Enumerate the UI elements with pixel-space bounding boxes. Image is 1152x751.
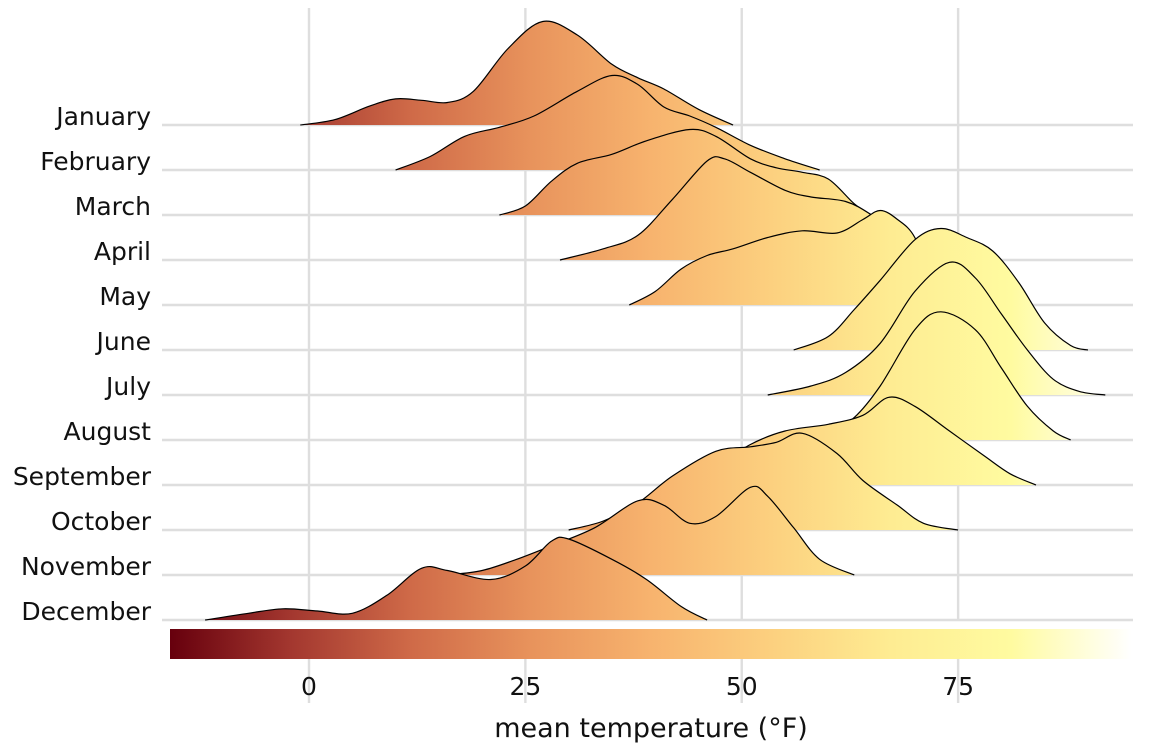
- ridge-december: [205, 536, 708, 621]
- ridge-line-june: [793, 227, 1089, 351]
- ridge-line-march: [499, 128, 872, 216]
- y-label-april: April: [94, 237, 151, 266]
- x-tick-label-75: 75: [942, 672, 974, 701]
- ridge-line-november: [447, 485, 855, 576]
- ridge-fill-december: [205, 537, 708, 620]
- y-label-may: May: [99, 282, 151, 311]
- y-label-september: September: [13, 462, 152, 491]
- ridge-line-january: [300, 20, 734, 126]
- ridge-fill-august: [793, 311, 1071, 440]
- x-axis-title: mean temperature (°F): [494, 713, 808, 744]
- y-label-august: August: [64, 417, 152, 446]
- y-label-june: June: [95, 327, 151, 356]
- ridge-line-september: [689, 396, 1037, 486]
- y-label-march: March: [75, 192, 151, 221]
- y-axis-labels: January February March April May June July Augu…: [13, 102, 152, 626]
- ridge-line-february: [395, 74, 820, 171]
- ridge-may: [628, 209, 950, 306]
- y-label-january: January: [54, 102, 151, 131]
- y-label-october: October: [51, 507, 152, 536]
- y-label-december: December: [21, 597, 151, 626]
- ridge-line-may: [628, 209, 950, 306]
- y-label-november: November: [21, 552, 152, 581]
- x-tick-label-25: 25: [509, 672, 541, 701]
- ridges: [205, 20, 1106, 621]
- ridge-line-december: [205, 536, 708, 621]
- x-tick-label-0: 0: [301, 672, 317, 701]
- ridge-fill-may: [629, 210, 950, 305]
- y-label-february: February: [40, 147, 151, 176]
- ridge-line-july: [767, 261, 1106, 396]
- y-label-july: July: [104, 372, 151, 401]
- colorbar: [170, 629, 1133, 659]
- x-tick-label-50: 50: [726, 672, 758, 701]
- x-axis-ticks: 0 25 50 75: [301, 672, 974, 701]
